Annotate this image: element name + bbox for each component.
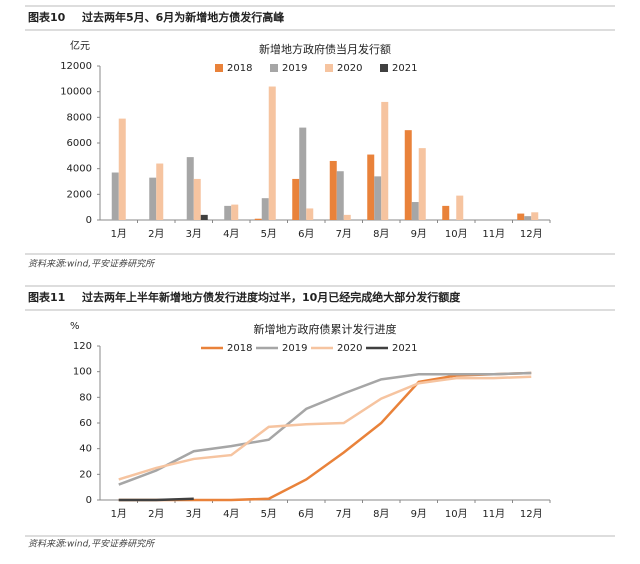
x-tick-label: 9月: [411, 508, 427, 520]
y-tick-label: 40: [79, 444, 92, 455]
x-tick-label: 6月: [298, 508, 314, 520]
legend-label: 2018: [227, 63, 252, 74]
y-tick-label: 0: [86, 495, 92, 506]
line: [118, 375, 532, 481]
bar: [224, 205, 232, 220]
x-tick-label: 3月: [186, 228, 202, 240]
x-tick-label: 2月: [148, 508, 164, 520]
x-tick-label: 1月: [111, 508, 127, 520]
x-tick-label: 12月: [520, 508, 543, 520]
line: [118, 497, 194, 502]
y-tick-label: 4000: [67, 164, 92, 175]
y-tick-label: 8000: [67, 112, 92, 123]
y-tick-label: 2000: [67, 189, 92, 200]
bar: [254, 218, 262, 220]
bar: [200, 214, 208, 220]
unit-label: 亿元: [70, 39, 90, 52]
legend-swatch: [380, 64, 388, 72]
bar: [299, 127, 307, 220]
x-tick-label: 2月: [148, 228, 164, 240]
chart-title: 新增地方政府债累计发行进度: [254, 322, 397, 336]
bar: [374, 176, 382, 220]
bar: [456, 195, 464, 220]
x-tick-label: 4月: [223, 228, 239, 240]
bar: [381, 101, 389, 220]
bar: [231, 204, 239, 220]
bar: [418, 148, 426, 220]
chart-title: 新增地方政府债当月发行额: [259, 42, 391, 56]
bar: [517, 213, 525, 220]
bar: [336, 171, 344, 220]
legend-label: 2021: [392, 343, 417, 354]
bar: [111, 172, 119, 220]
source: 资料来源:wind,平安证券研究所: [28, 539, 156, 550]
legend-swatch: [215, 64, 223, 72]
bar: [404, 130, 412, 220]
x-tick-label: 8月: [373, 228, 389, 240]
y-tick-label: 10000: [60, 87, 92, 98]
figure-caption: 过去两年5月、6月为新增地方债发行高峰: [82, 10, 285, 24]
y-tick-label: 6000: [67, 138, 92, 149]
bar: [442, 205, 450, 220]
x-tick-label: 7月: [336, 228, 352, 240]
x-tick-label: 11月: [482, 228, 505, 240]
legend-label: 2020: [337, 343, 362, 354]
bar: [268, 86, 276, 221]
bar: [306, 208, 314, 220]
x-tick-label: 9月: [411, 228, 427, 240]
figure-caption: 过去两年上半年新增地方债发行进度均过半，10月已经完成绝大部分发行额度: [82, 290, 461, 304]
legend-label: 2019: [282, 343, 307, 354]
y-tick-label: 12000: [60, 61, 92, 72]
bar: [149, 177, 157, 220]
x-tick-label: 4月: [223, 508, 239, 520]
y-tick-label: 100: [73, 367, 92, 378]
x-tick-label: 5月: [261, 228, 277, 240]
legend-label: 2019: [282, 63, 307, 74]
x-tick-label: 7月: [336, 508, 352, 520]
x-tick-label: 10月: [445, 228, 468, 240]
bar: [367, 154, 375, 220]
x-tick-label: 8月: [373, 508, 389, 520]
bar: [292, 178, 300, 220]
x-tick-label: 10月: [445, 508, 468, 520]
legend-label: 2018: [227, 343, 252, 354]
bar: [118, 118, 126, 220]
legend-label: 2021: [392, 63, 417, 74]
x-tick-label: 5月: [261, 508, 277, 520]
y-tick-label: 0: [86, 215, 92, 226]
bar: [524, 216, 532, 220]
legend-swatch: [325, 64, 333, 72]
x-tick-label: 12月: [520, 228, 543, 240]
bar: [531, 212, 539, 220]
y-tick-label: 120: [73, 341, 92, 352]
bar: [411, 202, 419, 220]
y-tick-label: 80: [79, 392, 92, 403]
bar: [329, 160, 337, 220]
bar: [343, 214, 351, 220]
legend-swatch: [270, 64, 278, 72]
x-tick-label: 3月: [186, 508, 202, 520]
figure-label: 图表11: [28, 290, 65, 304]
line: [118, 371, 532, 486]
line: [118, 371, 532, 502]
x-tick-label: 1月: [111, 228, 127, 240]
legend-label: 2020: [337, 63, 362, 74]
figure-label: 图表10: [28, 10, 66, 24]
y-tick-label: 20: [79, 469, 92, 480]
bar: [261, 198, 269, 220]
bar: [186, 157, 194, 220]
bar: [193, 178, 201, 220]
bar: [156, 163, 164, 220]
y-tick-label: 60: [79, 418, 92, 429]
x-tick-label: 11月: [482, 508, 505, 520]
source: 资料来源:wind,平安证券研究所: [28, 259, 156, 270]
unit-label: %: [70, 321, 80, 332]
x-tick-label: 6月: [298, 228, 314, 240]
